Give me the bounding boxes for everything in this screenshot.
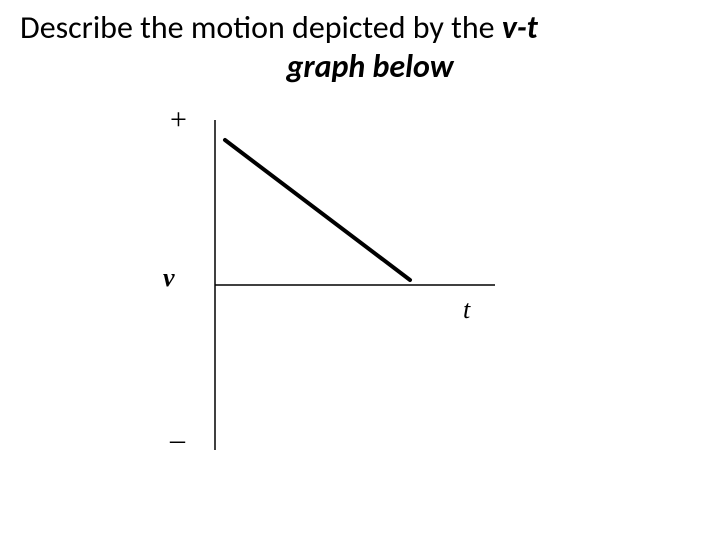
title-prefix: Describe the motion depicted by the xyxy=(20,8,502,47)
vt-chart: + v t – xyxy=(175,105,515,465)
title-block: Describe the motion depicted by the v-t … xyxy=(0,0,720,86)
minus-label: – xyxy=(170,423,185,457)
chart-svg xyxy=(175,105,515,465)
velocity-line xyxy=(225,140,410,280)
plus-label: + xyxy=(170,103,187,137)
title-vt: v-t xyxy=(502,8,538,47)
y-axis-label: v xyxy=(163,263,175,293)
title-line-2: graph below xyxy=(20,47,720,86)
x-axis-label: t xyxy=(463,295,470,325)
title-line-1: Describe the motion depicted by the v-t xyxy=(20,8,720,47)
